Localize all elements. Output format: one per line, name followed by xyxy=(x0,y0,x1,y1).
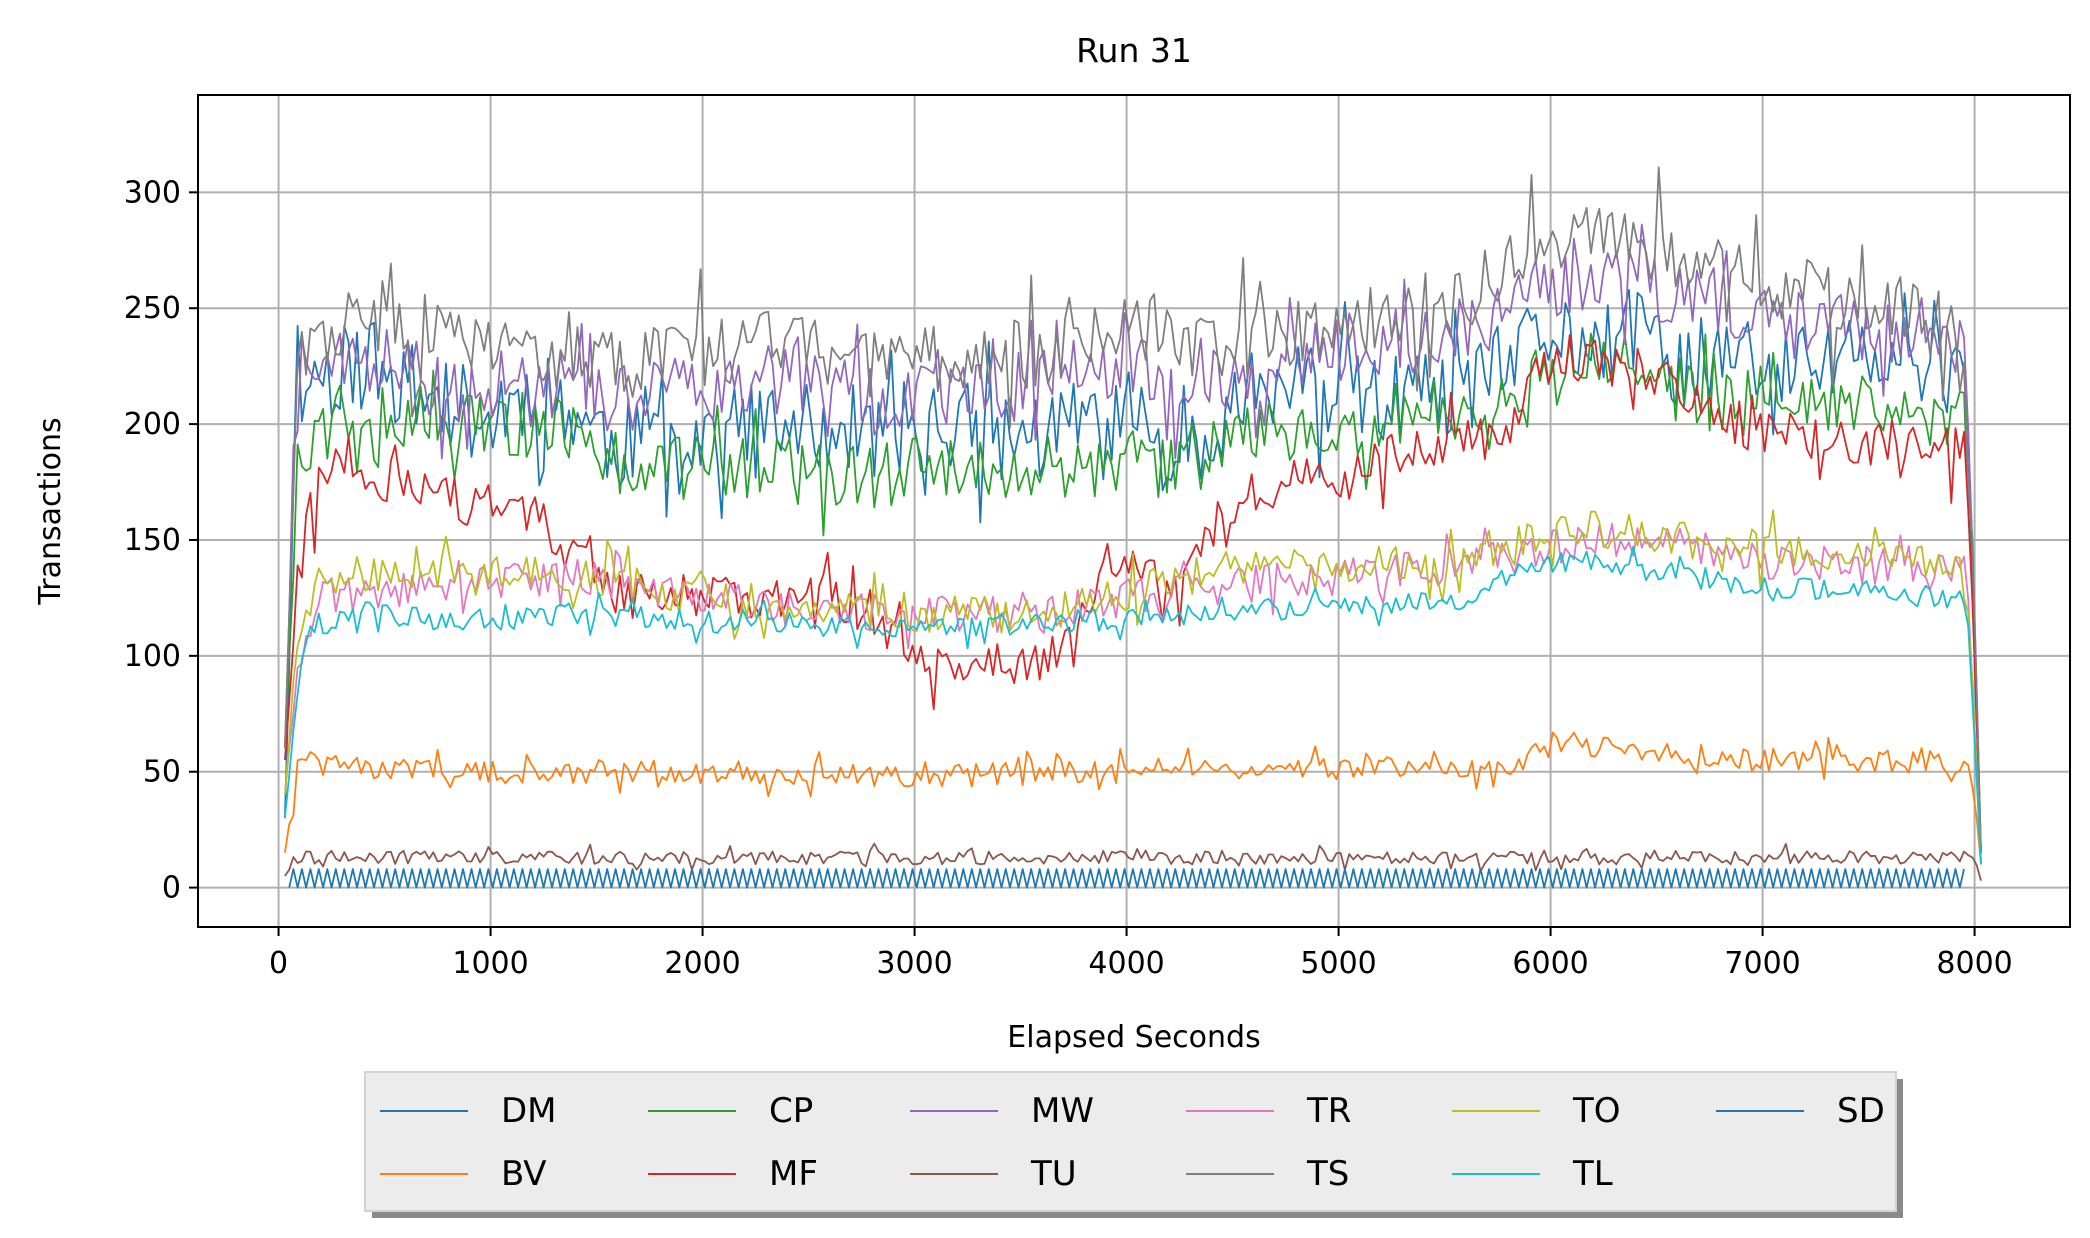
x-tick-label: 8000 xyxy=(1936,946,2012,981)
legend-item-cp: CP xyxy=(648,1091,813,1131)
x-tick-label: 6000 xyxy=(1512,946,1588,981)
legend-label: MF xyxy=(769,1154,818,1194)
legend-label: TO xyxy=(1572,1091,1621,1131)
legend-label: TR xyxy=(1306,1091,1351,1131)
legend-item-tl: TL xyxy=(1452,1154,1613,1194)
axis-ticks: 0 1000 2000 3000 4000 5000 6000 7000 8000 0 50 100 1… xyxy=(124,175,2013,981)
series-line-mf xyxy=(284,334,1982,853)
legend-item-tu: TU xyxy=(910,1154,1077,1194)
legend-item-dm: DM xyxy=(380,1091,557,1131)
x-axis-label: Elapsed Seconds xyxy=(1007,1020,1260,1055)
x-tick-label: 0 xyxy=(269,946,288,981)
series-lines xyxy=(284,166,1982,889)
x-tick-label: 1000 xyxy=(452,946,528,981)
series-line-mw xyxy=(284,223,1982,853)
legend-label: TS xyxy=(1306,1154,1349,1194)
series-line-bv xyxy=(284,731,1982,865)
grid xyxy=(198,95,2070,927)
series-line-tu xyxy=(284,842,1982,881)
chart-title: Run 31 xyxy=(1076,31,1192,70)
x-tick-label: 3000 xyxy=(876,946,952,981)
series-line-sd xyxy=(288,868,1965,889)
legend-item-sd: SD xyxy=(1716,1091,1885,1131)
y-tick-label: 250 xyxy=(124,291,181,326)
legend-label: MW xyxy=(1031,1091,1094,1131)
legend-item-ts: TS xyxy=(1186,1154,1349,1194)
legend-label: TU xyxy=(1030,1154,1077,1194)
y-tick-label: 100 xyxy=(124,639,181,674)
y-axis-label: Transactions xyxy=(33,417,68,605)
legend-item-to: TO xyxy=(1452,1091,1621,1131)
series-line-ts xyxy=(284,166,1982,853)
series-line-dm xyxy=(284,289,1982,853)
series-line-to xyxy=(284,509,1982,865)
legend-item-tr: TR xyxy=(1186,1091,1351,1131)
legend-label: SD xyxy=(1837,1091,1885,1131)
x-tick-label: 4000 xyxy=(1088,946,1164,981)
legend-label: TL xyxy=(1572,1154,1613,1194)
legend-label: CP xyxy=(769,1091,813,1131)
x-tick-label: 7000 xyxy=(1724,946,1800,981)
legend-item-mf: MF xyxy=(648,1154,818,1194)
legend-label: BV xyxy=(501,1154,547,1194)
plot-frame xyxy=(197,94,2071,928)
y-tick-label: 150 xyxy=(124,523,181,558)
y-tick-label: 300 xyxy=(124,175,181,210)
legend-item-mw: MW xyxy=(910,1091,1094,1131)
y-tick-label: 50 xyxy=(143,755,181,790)
series-line-tl xyxy=(284,545,1982,865)
y-tick-label: 0 xyxy=(162,871,181,906)
legend-item-bv: BV xyxy=(380,1154,547,1194)
series-line-cp xyxy=(284,332,1982,853)
legend: DM BV CP MF MW TU TR TS TO TL SD xyxy=(364,1071,1903,1218)
legend-label: DM xyxy=(501,1091,557,1131)
series-line-tr xyxy=(284,522,1982,865)
y-tick-label: 200 xyxy=(124,407,181,442)
x-tick-label: 2000 xyxy=(664,946,740,981)
legend-box xyxy=(364,1071,1897,1212)
x-tick-label: 5000 xyxy=(1300,946,1376,981)
